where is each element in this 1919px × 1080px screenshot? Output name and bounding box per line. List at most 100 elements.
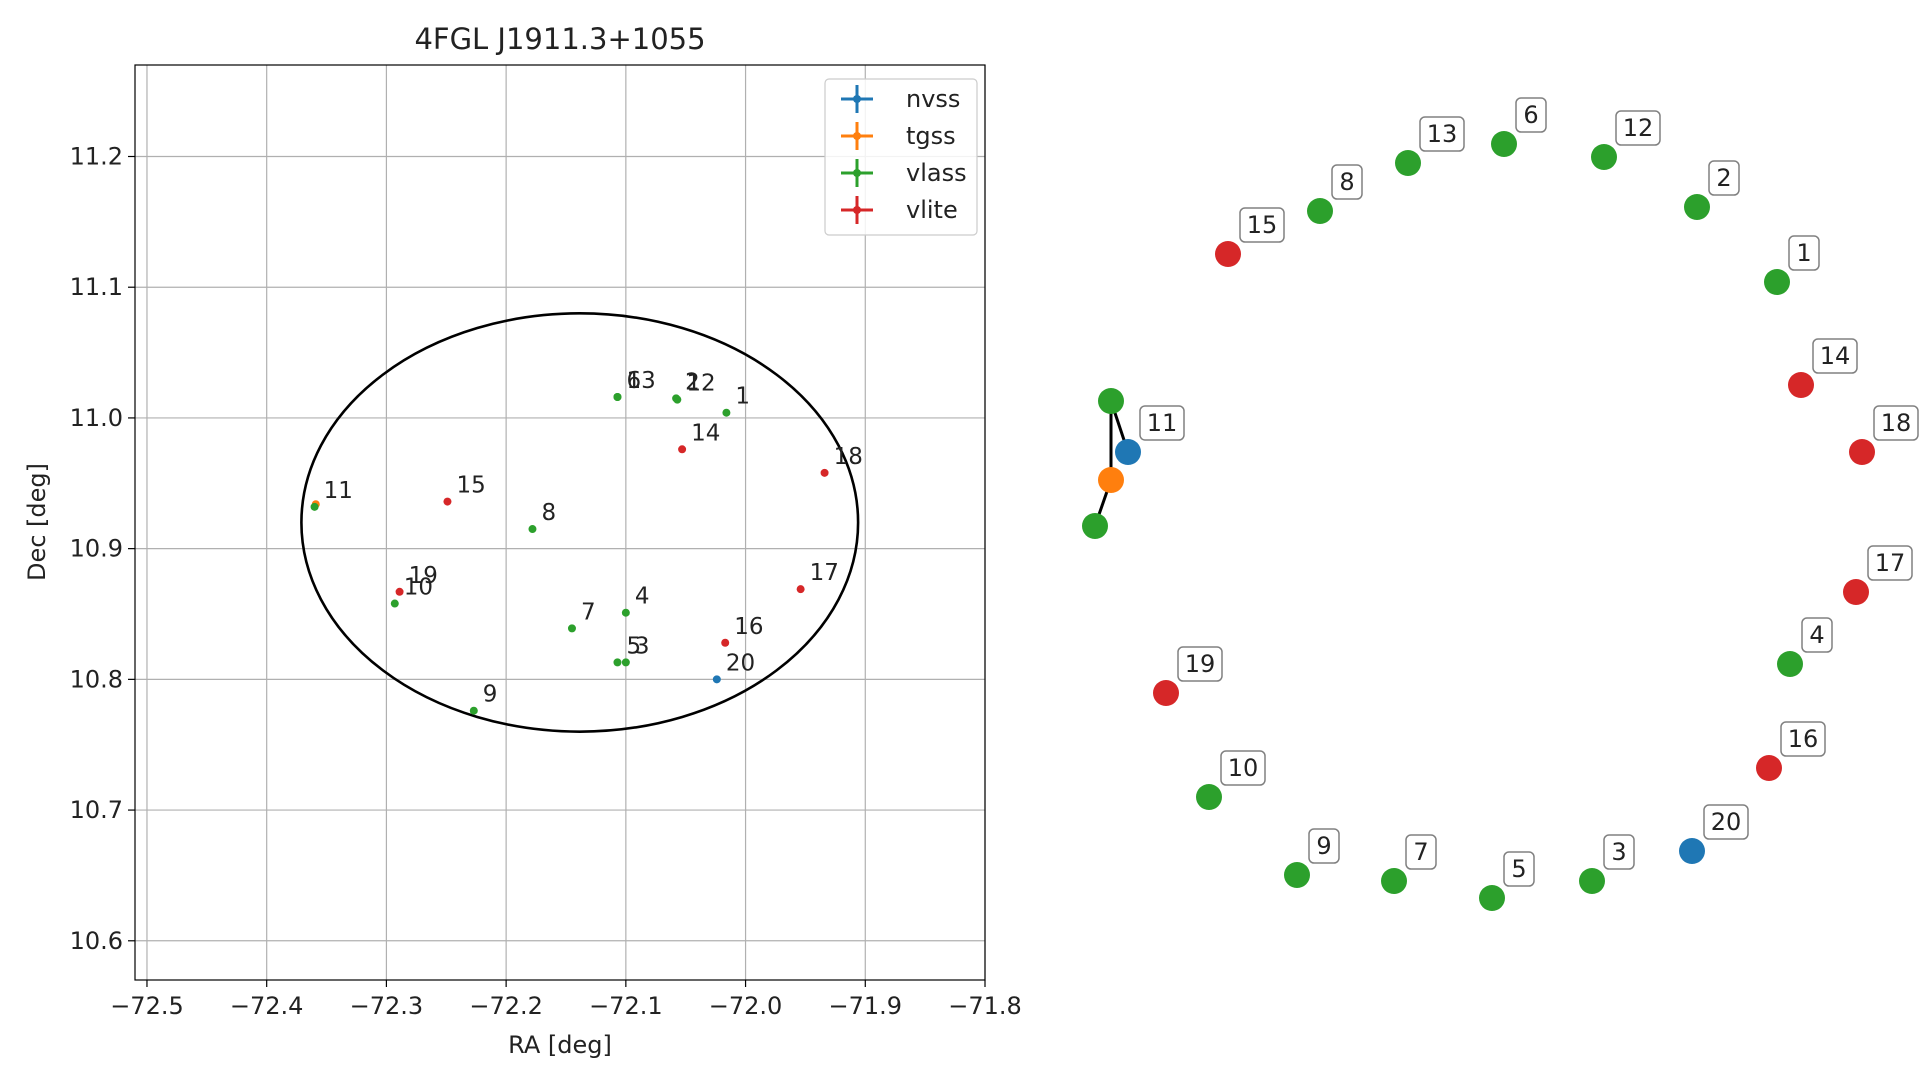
node-label: 8 xyxy=(1339,168,1354,196)
graph-node xyxy=(1849,439,1875,465)
data-point-vlite xyxy=(796,585,805,594)
data-points xyxy=(310,393,829,715)
node-label-box xyxy=(1867,545,1913,581)
data-point-vlass xyxy=(567,624,576,633)
legend-label-vlite: vlite xyxy=(906,196,958,224)
legend-label-nvss: nvss xyxy=(906,85,960,113)
graph-node xyxy=(1579,868,1605,894)
point-label: 6 xyxy=(626,368,641,394)
graph-node xyxy=(1395,150,1421,176)
node-label: 5 xyxy=(1511,855,1526,883)
x-tick-label: −72.2 xyxy=(469,992,543,1020)
point-label: 7 xyxy=(581,599,596,625)
y-tick-label: 10.9 xyxy=(70,535,123,563)
x-tick-label: −72.4 xyxy=(230,992,304,1020)
node-label-box xyxy=(1331,164,1363,200)
graph-node xyxy=(1215,241,1241,267)
node-label: 16 xyxy=(1788,725,1819,753)
data-point-vlass xyxy=(673,395,682,404)
graph-node xyxy=(1679,838,1705,864)
legend-label-vlass: vlass xyxy=(906,159,967,187)
x-tick-label: −72.0 xyxy=(709,992,783,1020)
x-tick-label: −72.1 xyxy=(589,992,663,1020)
point-label: 16 xyxy=(734,614,763,640)
node-label: 17 xyxy=(1875,549,1906,577)
node-label-box xyxy=(1515,97,1547,133)
legend-marker-dot xyxy=(853,132,861,140)
graph-node xyxy=(1843,579,1869,605)
data-point-vlass xyxy=(722,408,731,417)
data-point-vlite xyxy=(721,638,730,647)
point-label: 12 xyxy=(686,371,715,397)
node-label: 9 xyxy=(1316,832,1331,860)
point-label: 17 xyxy=(810,560,839,586)
point-label: 15 xyxy=(456,473,485,499)
point-label: 10 xyxy=(404,575,433,601)
data-point-vlite xyxy=(820,468,829,477)
scatter-plot: 4FGL J1911.3+1055 2012345678910111213141… xyxy=(23,22,1022,1059)
y-tick-label: 10.6 xyxy=(70,927,123,955)
node-label: 2 xyxy=(1716,164,1731,192)
x-axis-label: RA [deg] xyxy=(508,1031,612,1059)
point-label: 8 xyxy=(541,500,556,526)
node-label: 20 xyxy=(1711,808,1742,836)
grid xyxy=(135,65,986,980)
data-point-vlass xyxy=(613,393,622,402)
graph-node xyxy=(1115,439,1141,465)
node-label-box xyxy=(1812,338,1858,374)
graph-node xyxy=(1196,784,1222,810)
node-label-box xyxy=(1780,721,1826,757)
data-point-vlass xyxy=(613,658,622,667)
graph-node xyxy=(1764,269,1790,295)
node-label: 11 xyxy=(1147,409,1178,437)
point-label: 13 xyxy=(626,368,655,394)
node-label-box xyxy=(1703,804,1749,840)
node-label: 18 xyxy=(1881,409,1912,437)
data-point-vlite xyxy=(443,497,452,506)
graph-node xyxy=(1381,868,1407,894)
node-label-box xyxy=(1708,160,1740,196)
legend-label-tgss: tgss xyxy=(906,122,956,150)
localization-ellipse xyxy=(300,312,860,733)
y-tick-label: 11.1 xyxy=(70,273,123,301)
legend-marker-dot xyxy=(853,169,861,177)
plot-frame xyxy=(134,64,986,981)
legend-marker-dot xyxy=(853,95,861,103)
y-tick-label: 11.0 xyxy=(70,404,123,432)
point-label: 3 xyxy=(635,633,650,659)
data-point-vlass xyxy=(310,502,319,511)
graph-node xyxy=(1491,131,1517,157)
point-label: 19 xyxy=(409,563,438,589)
graph-node xyxy=(1479,885,1505,911)
data-point-vlass xyxy=(621,608,630,617)
point-label: 14 xyxy=(691,420,720,446)
node-label: 15 xyxy=(1247,211,1278,239)
data-point-vlass xyxy=(528,525,537,534)
y-axis-ticks: 10.6 10.7 10.8 10.9 11.0 11.1 11.2 xyxy=(70,143,135,955)
node-label: 14 xyxy=(1820,342,1851,370)
point-label: 1 xyxy=(735,384,750,410)
node-label: 13 xyxy=(1427,120,1458,148)
node-label: 7 xyxy=(1413,838,1428,866)
uncertainty-ellipse xyxy=(300,312,860,733)
graph-node xyxy=(1684,194,1710,220)
point-label: 9 xyxy=(483,682,498,708)
legend: nvss tgss vlass vlite xyxy=(824,78,978,236)
node-label: 6 xyxy=(1523,101,1538,129)
data-point-vlass xyxy=(469,706,478,715)
graph-node xyxy=(1756,755,1782,781)
y-tick-label: 10.8 xyxy=(70,665,123,693)
x-tick-label: −72.5 xyxy=(110,992,184,1020)
node-label-box xyxy=(1801,617,1833,653)
node-label-box xyxy=(1405,834,1437,870)
node-label-box xyxy=(1220,750,1266,786)
node-label-box xyxy=(1239,207,1285,243)
point-label: 11 xyxy=(324,478,353,504)
data-point-nvss xyxy=(712,675,721,684)
node-label-box xyxy=(1139,405,1185,441)
node-label: 3 xyxy=(1611,838,1626,866)
graph-node xyxy=(1284,862,1310,888)
